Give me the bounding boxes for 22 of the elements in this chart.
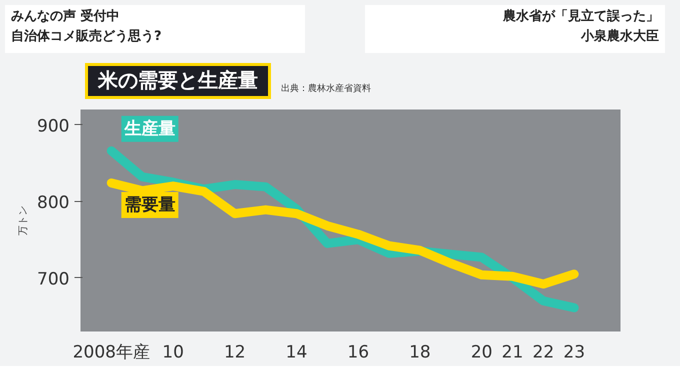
x-tick-label: 20 (470, 342, 492, 362)
x-tick-label: 16 (347, 342, 370, 362)
x-tick-label: 10 (162, 342, 184, 362)
source-note: 出典：農林水産省資料 (281, 83, 371, 96)
x-tick-label: 21 (502, 342, 524, 362)
x-tick-label: 18 (409, 342, 431, 362)
x-tick-label: 12 (224, 342, 246, 362)
x-tick-label: 22 (532, 342, 554, 362)
series-label: 生産量 (123, 118, 176, 139)
text: 自治体コメ販売どう思う? (11, 29, 162, 44)
y-tick-label: 900 (37, 116, 70, 136)
y-tick-label: 800 (37, 192, 70, 213)
series-label: 需要量 (124, 194, 176, 215)
text: みんなの声 受付中 (11, 9, 120, 24)
y-tick-label: 700 (37, 269, 70, 290)
x-tick-label: 2008年産 (72, 342, 150, 362)
x-tick-label: 14 (286, 342, 308, 362)
x-tick-label: 23 (563, 342, 586, 362)
y-axis-title: 万トン (18, 206, 30, 236)
text: 農水省が「見立て誤った」 (503, 9, 659, 24)
chart-title: 米の需要と生産量 (98, 67, 258, 94)
text: 小泉農水大臣 (581, 29, 659, 44)
